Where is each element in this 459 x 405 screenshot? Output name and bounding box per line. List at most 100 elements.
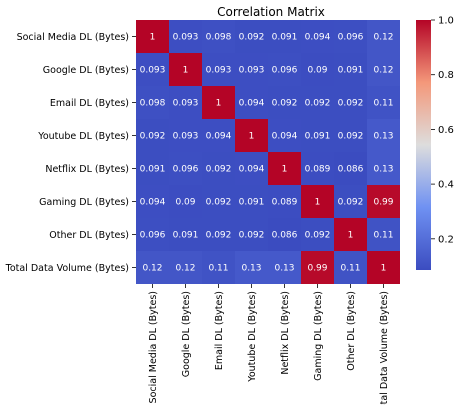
cell-value-label: 0.093	[239, 66, 265, 76]
heatmap-cells: 1 0.093 0.098 0.092 0.091 0.094 0.096 0.120.093…	[136, 20, 400, 284]
heatmap-cell	[301, 119, 334, 152]
cell-value-label: 0.091	[239, 198, 265, 208]
heatmap-cell	[301, 152, 334, 185]
heatmap-cell	[367, 185, 400, 218]
heatmap-cell	[202, 119, 235, 152]
heatmap-cell	[268, 53, 301, 86]
heatmap-cell	[136, 251, 169, 284]
colorbar	[416, 20, 431, 270]
heatmap-cell	[235, 251, 268, 284]
heatmap-cell	[268, 119, 301, 152]
cell-value-label: 0.096	[173, 165, 199, 175]
cell-value-label: 0.094	[272, 132, 298, 142]
cell-value-label: 0.098	[140, 99, 166, 109]
row-tick-label: Email DL (Bytes)	[50, 98, 129, 109]
column-tick-label: Other DL (Bytes)	[346, 291, 357, 371]
heatmap-cell	[367, 119, 400, 152]
heatmap-cell	[202, 152, 235, 185]
cell-value-label: 0.091	[173, 231, 199, 241]
heatmap-cell	[169, 185, 202, 218]
cell-value-label: 0.091	[305, 132, 331, 142]
cell-value-label: 0.094	[206, 132, 232, 142]
heatmap-cell	[334, 20, 367, 53]
heatmap-cell	[169, 251, 202, 284]
chart-title: Correlation Matrix	[217, 5, 325, 19]
heatmap-cell	[268, 185, 301, 218]
cell-value-label: 0.096	[338, 33, 364, 43]
heatmap-cell	[202, 20, 235, 53]
heatmap-cell	[367, 20, 400, 53]
heatmap-cell	[301, 185, 334, 218]
cell-value-label: 0.092	[338, 198, 364, 208]
colorbar-tick-label: 0.4	[438, 180, 454, 191]
heatmap-cell	[235, 185, 268, 218]
colorbar-tick-label: 1.0	[438, 16, 454, 27]
heatmap-cell	[301, 251, 334, 284]
cell-value-label: 0.096	[140, 231, 166, 241]
heatmap-cell	[334, 119, 367, 152]
row-tick-labels: Social Media DL (Bytes) Google DL (Bytes)…	[5, 32, 136, 274]
cell-value-label: 0.096	[272, 66, 298, 76]
cell-value-label: 1	[348, 231, 354, 241]
heatmap-cell	[235, 218, 268, 251]
heatmap-cell	[136, 218, 169, 251]
cell-value-label: 0.13	[274, 264, 294, 274]
heatmap-cell	[136, 53, 169, 86]
cell-value-label: 0.093	[173, 99, 199, 109]
heatmap-cell	[367, 152, 400, 185]
cell-value-label: 1	[216, 99, 222, 109]
cell-value-label: 0.092	[338, 132, 364, 142]
row-tick-label: Other DL (Bytes)	[49, 230, 129, 241]
cell-value-label: 0.12	[175, 264, 195, 274]
cell-value-label: 1	[282, 165, 288, 175]
cell-value-label: 0.11	[208, 264, 228, 274]
heatmap-cell	[367, 251, 400, 284]
column-tick-label: Social Media DL (Bytes)	[148, 291, 159, 403]
cell-value-label: 1	[150, 33, 156, 43]
cell-value-label: 0.092	[206, 231, 232, 241]
heatmap-cell	[169, 152, 202, 185]
cell-value-label: 0.089	[272, 198, 298, 208]
heatmap-cell	[301, 20, 334, 53]
heatmap-cell	[301, 218, 334, 251]
colorbar-ticks: 0.2 0.4 0.6 0.8 1.0	[431, 16, 454, 245]
heatmap-cell	[235, 119, 268, 152]
cell-value-label: 1	[183, 66, 189, 76]
colorbar-tick-label: 0.2	[438, 234, 454, 245]
cell-value-label: 1	[381, 264, 387, 274]
heatmap-cell	[136, 152, 169, 185]
row-tick-label: Gaming DL (Bytes)	[39, 197, 129, 208]
heatmap-cell	[334, 152, 367, 185]
heatmap-cell	[136, 119, 169, 152]
row-tick-label: Youtube DL (Bytes)	[37, 131, 129, 142]
heatmap-cell	[136, 86, 169, 119]
cell-value-label: 0.092	[140, 132, 166, 142]
cell-value-label: 0.093	[140, 66, 166, 76]
cell-value-label: 0.13	[241, 264, 261, 274]
cell-value-label: 0.092	[239, 231, 265, 241]
cell-value-label: 0.092	[305, 99, 331, 109]
heatmap-cell	[235, 152, 268, 185]
column-tick-label: Google DL (Bytes)	[181, 291, 192, 377]
column-tick-label: Total Data Volume (Bytes)	[379, 291, 390, 405]
cell-value-label: 0.086	[272, 231, 298, 241]
cell-value-label: 0.13	[373, 165, 393, 175]
heatmap-cell	[334, 218, 367, 251]
heatmap-cell	[202, 53, 235, 86]
heatmap-cell	[268, 20, 301, 53]
cell-value-label: 0.091	[140, 165, 166, 175]
heatmap-cell	[334, 251, 367, 284]
row-tick-label: Netflix DL (Bytes)	[45, 164, 129, 175]
heatmap-cell	[235, 20, 268, 53]
colorbar-tick-label: 0.6	[438, 125, 454, 136]
cell-value-label: 0.12	[142, 264, 162, 274]
cell-value-label: 0.093	[173, 132, 199, 142]
heatmap-cell	[268, 251, 301, 284]
heatmap-cell	[301, 86, 334, 119]
cell-value-label: 0.11	[373, 231, 393, 241]
cell-value-label: 0.092	[206, 198, 232, 208]
heatmap-cell	[202, 251, 235, 284]
cell-value-label: 0.092	[239, 33, 265, 43]
cell-value-label: 0.09	[307, 66, 327, 76]
